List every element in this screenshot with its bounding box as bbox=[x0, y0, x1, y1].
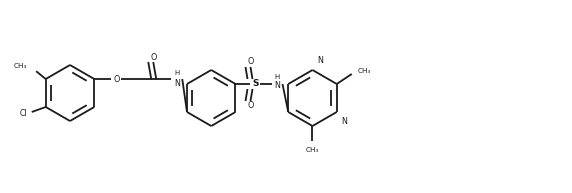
Text: O: O bbox=[247, 58, 254, 67]
Text: CH₃: CH₃ bbox=[358, 68, 371, 74]
Text: H: H bbox=[174, 70, 180, 76]
Text: H: H bbox=[275, 74, 280, 80]
Text: O: O bbox=[247, 102, 254, 111]
Text: CH₃: CH₃ bbox=[13, 63, 27, 69]
Text: S: S bbox=[252, 80, 259, 89]
Text: O: O bbox=[113, 74, 120, 84]
Text: Cl: Cl bbox=[19, 108, 27, 118]
Text: N: N bbox=[174, 80, 180, 89]
Text: CH₃: CH₃ bbox=[306, 147, 319, 153]
Text: N: N bbox=[317, 56, 323, 65]
Text: N: N bbox=[275, 81, 280, 91]
Text: N: N bbox=[341, 117, 348, 126]
Text: O: O bbox=[150, 52, 156, 62]
